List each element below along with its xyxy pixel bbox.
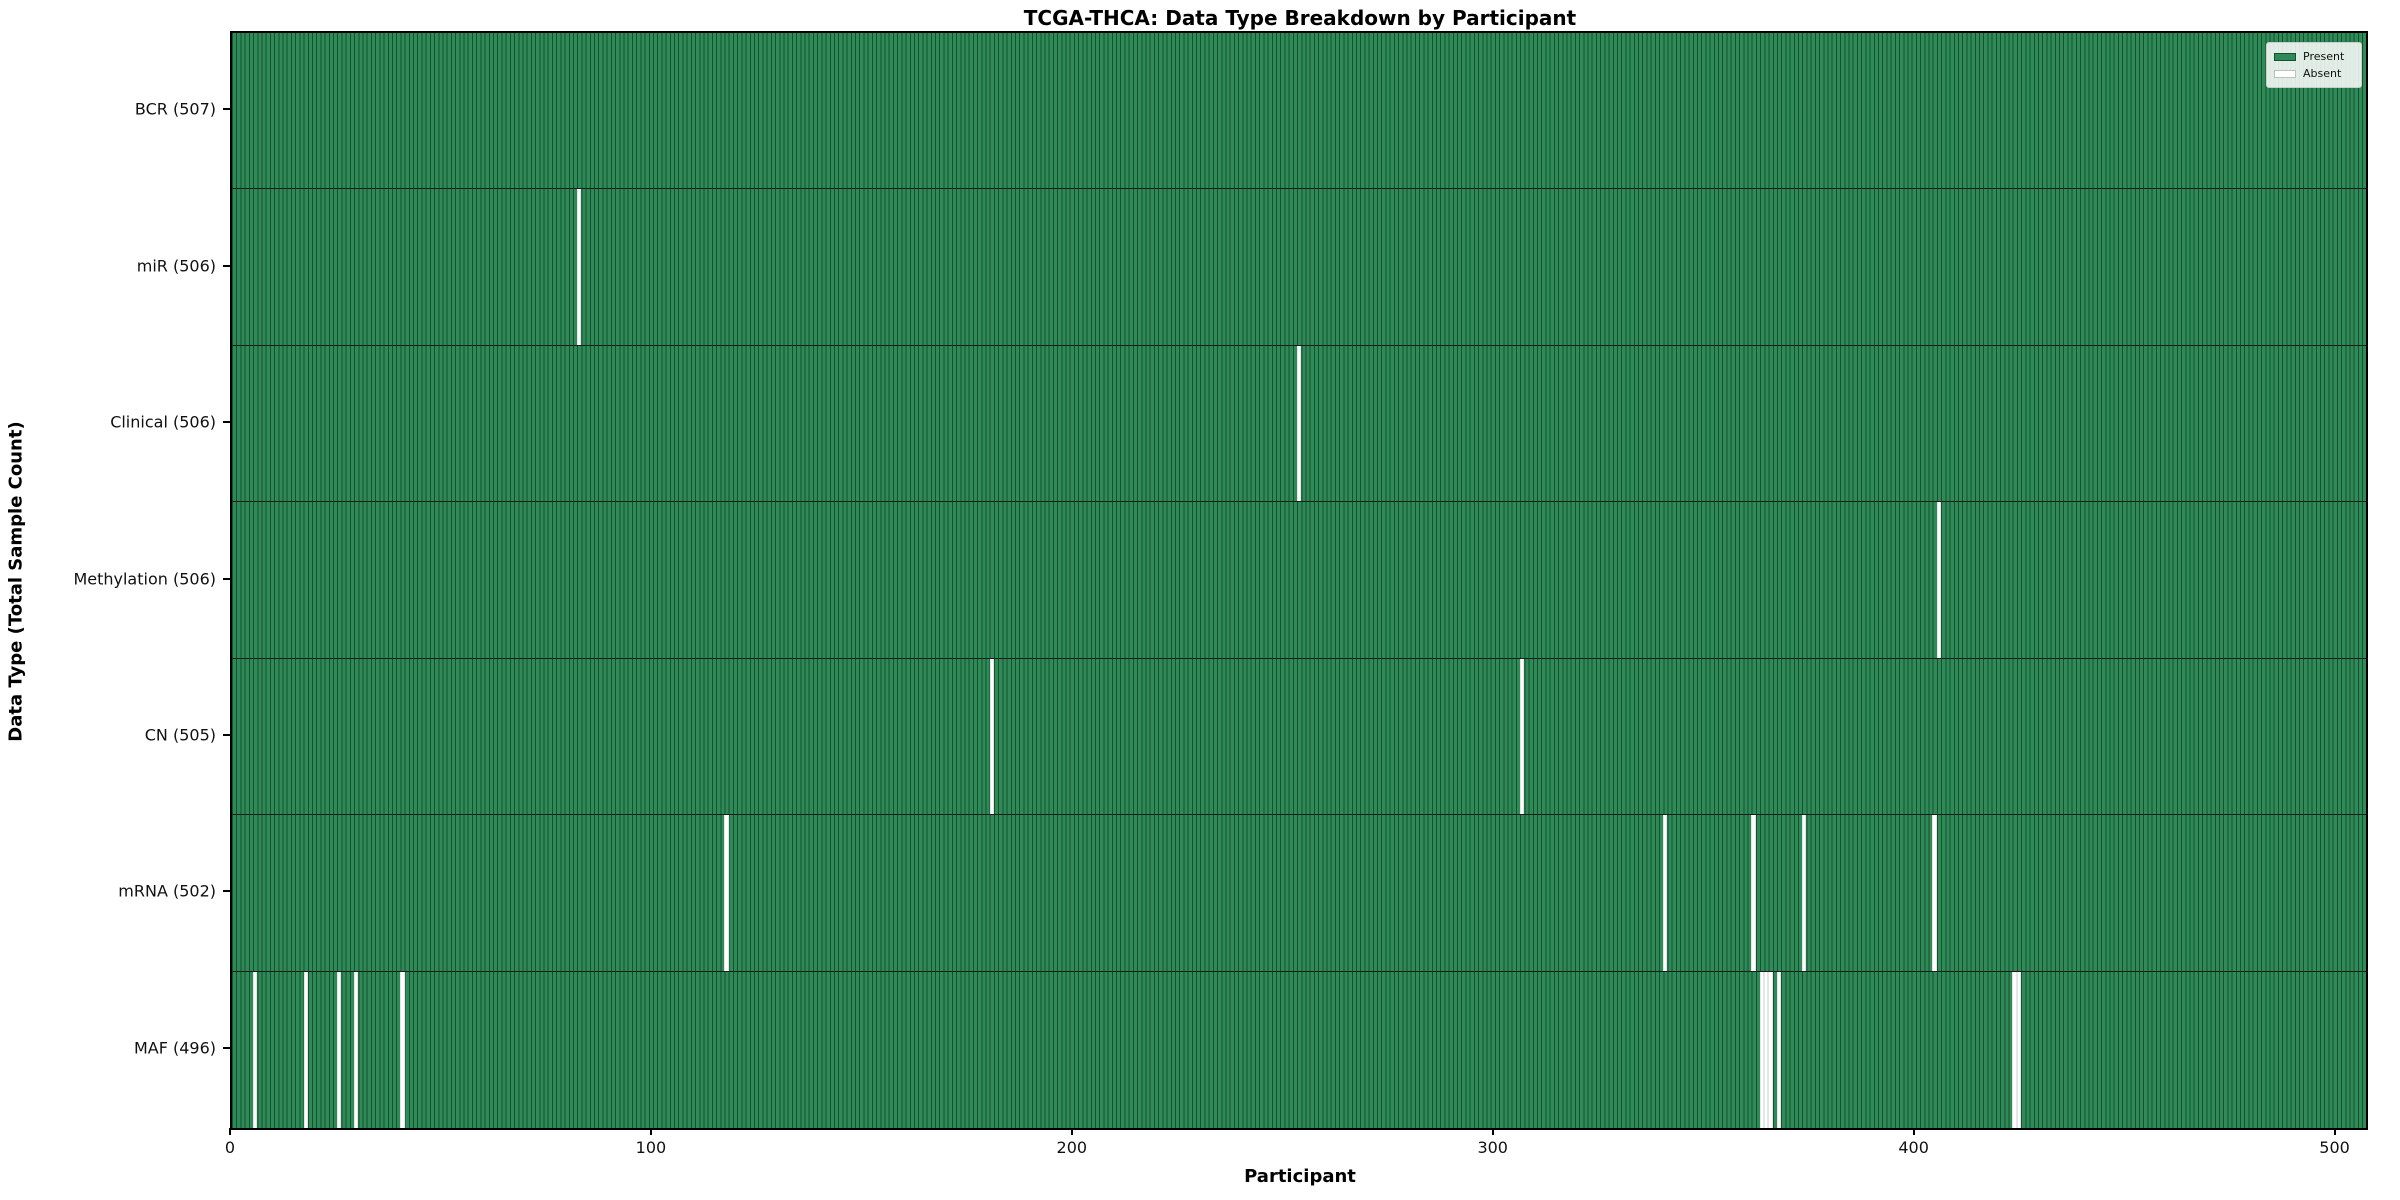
y-tick-mark — [223, 1046, 230, 1049]
x-tick-label-200: 200 — [1056, 1138, 1088, 1157]
data-row-mrna — [232, 815, 2366, 972]
x-tick-mark — [229, 1128, 231, 1135]
y-tick-mark — [223, 733, 230, 736]
legend-entry-absent: Absent — [2274, 65, 2354, 82]
y-tick-mark — [223, 577, 230, 580]
x-axis-label: Participant — [1244, 1166, 1356, 1187]
y-tick-mark — [223, 421, 230, 424]
x-tick-mark — [2333, 1128, 2336, 1135]
absent-gap — [1296, 345, 1302, 502]
absent-gap — [1759, 971, 1765, 1128]
data-row-cn — [232, 658, 2366, 816]
legend-present-label: Present — [2303, 50, 2345, 63]
y-tick-label-mir: miR (506) — [136, 256, 216, 276]
absent-gap — [1751, 815, 1756, 971]
x-tick-label-0: 0 — [224, 1138, 236, 1157]
y-tick-label-methylation: Methylation (506) — [73, 569, 216, 588]
chart-title: TCGA-THCA: Data Type Breakdown by Partic… — [1023, 6, 1577, 30]
y-tick-label-mrna: mRNA (502) — [118, 881, 216, 901]
y-tick-mark — [223, 108, 230, 111]
x-tick-label-300: 300 — [1477, 1138, 1508, 1157]
y-tick-mark — [223, 264, 230, 267]
y-tick-label-clinical: Clinical (506) — [110, 412, 216, 432]
y-axis-ticks: BCR (507) miR (506) Clinical (506) Methylat… — [0, 31, 230, 1126]
y-tick-mark — [223, 890, 230, 893]
x-tick-mark — [649, 1128, 652, 1135]
legend: Present Absent — [2266, 42, 2362, 88]
y-tick-label-maf: MAF (496) — [133, 1038, 216, 1058]
x-tick-label-100: 100 — [635, 1138, 667, 1157]
absent-gap — [1801, 815, 1807, 971]
absent-swatch-icon — [2274, 69, 2296, 78]
x-tick-label-400: 400 — [1898, 1138, 1929, 1157]
present-swatch-icon — [2274, 52, 2296, 61]
data-row-methylation — [232, 502, 2366, 659]
absent-gap — [2012, 971, 2017, 1128]
legend-entry-present: Present — [2274, 48, 2354, 65]
x-tick-mark — [1912, 1128, 1915, 1135]
absent-gap — [724, 815, 729, 971]
absent-gap — [1519, 658, 1525, 815]
plot-area — [230, 31, 2368, 1130]
x-axis-ticks: 0 100 200 300 400 500 — [225, 1128, 2364, 1168]
absent-gap — [1936, 502, 1941, 658]
x-tick-mark — [1491, 1128, 1494, 1135]
absent-gap — [400, 971, 405, 1128]
absent-gap — [253, 971, 258, 1128]
x-tick-label-500: 500 — [2319, 1138, 2350, 1157]
absent-gap — [337, 971, 342, 1128]
y-tick-label-cn: CN (505) — [144, 725, 216, 745]
data-row-bcr — [232, 33, 2366, 190]
absent-gap — [1932, 815, 1937, 971]
absent-gap — [1768, 971, 1773, 1128]
y-tick-label-bcr: BCR (507) — [134, 99, 216, 119]
absent-gap — [1764, 971, 1769, 1128]
data-row-clinical — [232, 345, 2366, 503]
data-row-maf — [232, 971, 2366, 1128]
absent-gap — [577, 189, 582, 345]
absent-gap — [989, 658, 994, 815]
data-row-mir — [232, 189, 2366, 346]
absent-gap — [1663, 815, 1668, 971]
legend-absent-label: Absent — [2303, 67, 2342, 80]
absent-gap — [2016, 971, 2021, 1128]
absent-gap — [1776, 971, 1781, 1128]
absent-gap — [303, 971, 308, 1128]
absent-gap — [354, 971, 359, 1128]
x-tick-mark — [1070, 1128, 1073, 1135]
